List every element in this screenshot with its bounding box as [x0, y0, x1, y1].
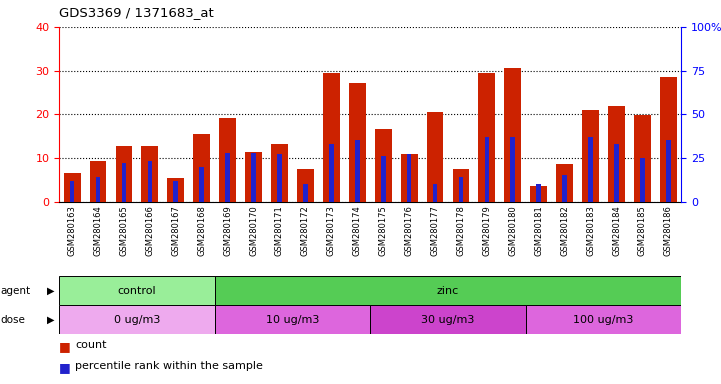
- Bar: [215, 276, 681, 305]
- Text: GSM280182: GSM280182: [560, 205, 569, 256]
- Bar: [640, 158, 645, 202]
- Text: zinc: zinc: [437, 286, 459, 296]
- Bar: [245, 152, 262, 202]
- Bar: [510, 137, 516, 202]
- Text: GDS3369 / 1371683_at: GDS3369 / 1371683_at: [59, 6, 214, 19]
- Bar: [148, 161, 152, 202]
- Bar: [666, 141, 671, 202]
- Bar: [89, 161, 107, 202]
- Text: GSM280183: GSM280183: [586, 205, 595, 256]
- Text: dose: dose: [1, 314, 26, 325]
- Text: GSM280179: GSM280179: [482, 205, 492, 256]
- Text: GSM280180: GSM280180: [508, 205, 518, 256]
- Bar: [70, 180, 74, 202]
- Bar: [141, 146, 159, 202]
- Bar: [614, 144, 619, 202]
- Text: GSM280175: GSM280175: [379, 205, 388, 256]
- Bar: [485, 137, 490, 202]
- Text: GSM280164: GSM280164: [94, 205, 102, 256]
- Bar: [193, 134, 210, 202]
- Text: GSM280166: GSM280166: [146, 205, 154, 256]
- Text: GSM280168: GSM280168: [198, 205, 206, 256]
- Bar: [407, 154, 412, 202]
- Text: GSM280181: GSM280181: [534, 205, 543, 256]
- Bar: [557, 164, 573, 202]
- Bar: [251, 153, 256, 202]
- Bar: [453, 169, 469, 202]
- Bar: [427, 112, 443, 202]
- Bar: [634, 115, 651, 202]
- Bar: [505, 68, 521, 202]
- Bar: [96, 177, 100, 202]
- Text: GSM280172: GSM280172: [301, 205, 310, 256]
- Bar: [608, 106, 625, 202]
- Bar: [531, 186, 547, 202]
- Text: GSM280184: GSM280184: [612, 205, 621, 256]
- Bar: [200, 167, 204, 202]
- Bar: [122, 163, 126, 202]
- Bar: [582, 110, 599, 202]
- Text: ■: ■: [59, 340, 71, 353]
- Text: 100 ug/m3: 100 ug/m3: [573, 314, 634, 325]
- Text: GSM280163: GSM280163: [68, 205, 76, 256]
- Bar: [63, 173, 81, 202]
- Bar: [225, 153, 230, 202]
- Text: GSM280167: GSM280167: [172, 205, 180, 256]
- Bar: [401, 154, 417, 202]
- Bar: [271, 144, 288, 202]
- Text: count: count: [75, 340, 107, 350]
- Bar: [277, 154, 282, 202]
- Text: GSM280176: GSM280176: [404, 205, 414, 256]
- Bar: [588, 137, 593, 202]
- Text: GSM280174: GSM280174: [353, 205, 362, 256]
- Bar: [59, 276, 215, 305]
- Bar: [115, 146, 133, 202]
- Bar: [174, 180, 178, 202]
- Bar: [526, 305, 681, 334]
- Text: GSM280169: GSM280169: [223, 205, 232, 256]
- Text: ▶: ▶: [47, 314, 54, 325]
- Text: ■: ■: [59, 361, 71, 374]
- Bar: [355, 141, 360, 202]
- Bar: [59, 305, 215, 334]
- Bar: [329, 144, 334, 202]
- Bar: [167, 177, 184, 202]
- Text: 30 ug/m3: 30 ug/m3: [421, 314, 474, 325]
- Bar: [303, 184, 308, 202]
- Text: GSM280178: GSM280178: [456, 205, 466, 256]
- Bar: [479, 73, 495, 202]
- Text: ▶: ▶: [47, 286, 54, 296]
- Bar: [323, 73, 340, 202]
- Bar: [375, 129, 392, 202]
- Text: agent: agent: [1, 286, 31, 296]
- Text: GSM280177: GSM280177: [430, 205, 440, 256]
- Bar: [215, 305, 371, 334]
- Bar: [536, 184, 541, 202]
- Bar: [349, 83, 366, 202]
- Text: GSM280171: GSM280171: [275, 205, 284, 256]
- Bar: [219, 118, 236, 202]
- Bar: [297, 169, 314, 202]
- Text: percentile rank within the sample: percentile rank within the sample: [75, 361, 263, 371]
- Text: GSM280173: GSM280173: [327, 205, 336, 256]
- Bar: [562, 175, 567, 202]
- Bar: [433, 184, 438, 202]
- Text: 0 ug/m3: 0 ug/m3: [114, 314, 160, 325]
- Text: control: control: [118, 286, 156, 296]
- Text: GSM280185: GSM280185: [638, 205, 647, 256]
- Text: GSM280170: GSM280170: [249, 205, 258, 256]
- Text: GSM280165: GSM280165: [120, 205, 128, 256]
- Bar: [660, 77, 677, 202]
- Bar: [381, 156, 386, 202]
- Text: GSM280186: GSM280186: [664, 205, 673, 256]
- Bar: [459, 177, 464, 202]
- Text: 10 ug/m3: 10 ug/m3: [266, 314, 319, 325]
- Bar: [371, 305, 526, 334]
